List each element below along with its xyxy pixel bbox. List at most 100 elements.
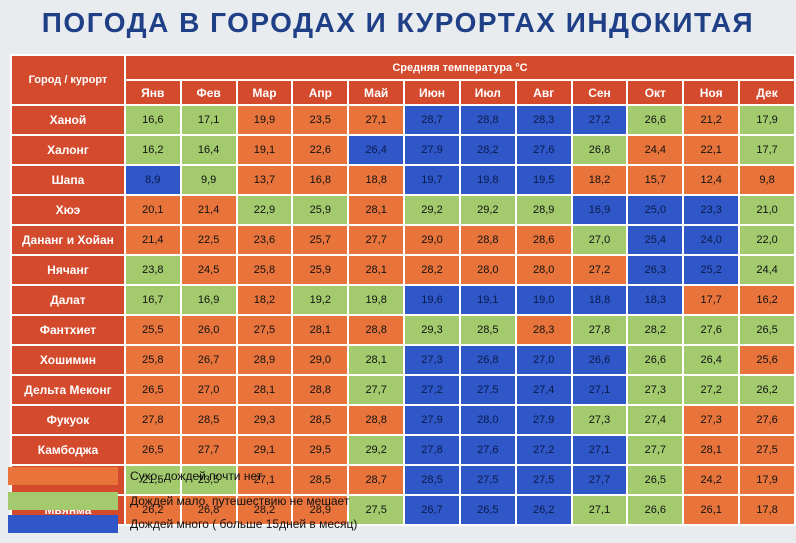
temperature-cell: 26,8 [572, 136, 627, 164]
temperature-cell: 27,5 [460, 466, 515, 494]
temperature-cell: 16,2 [125, 136, 180, 164]
temperature-cell: 12,4 [684, 166, 739, 194]
temperature-cell: 28,5 [405, 466, 459, 494]
city-name: Дельта Меконг [12, 376, 124, 404]
temperature-cell: 23,5 [181, 466, 236, 494]
city-name: Фантхиет [12, 316, 124, 344]
temperature-cell: 27,7 [349, 376, 404, 404]
temperature-cell: 28,2 [405, 256, 459, 284]
temperature-cell: 28,1 [349, 196, 404, 224]
table-row: Халонг 16,2 16,4 19,1 22,6 26,4 27,9 28,2 27,6 26… [12, 136, 794, 164]
temperature-cell: 19,1 [237, 136, 292, 164]
temperature-cell: 26,5 [740, 316, 794, 344]
temperature-cell: 26,2 [516, 496, 571, 524]
temperature-cell: 27,9 [405, 136, 459, 164]
temperature-cell: 27,7 [572, 466, 627, 494]
month-header: Май [349, 81, 404, 104]
temperature-cell: 26,0 [181, 316, 236, 344]
temperature-cell: 27,4 [628, 406, 683, 434]
temperature-cell: 19,2 [293, 286, 348, 314]
header-temperature: Средняя температура °С [125, 56, 794, 79]
temperature-cell: 19,6 [405, 286, 459, 314]
temperature-cell: 15,7 [628, 166, 683, 194]
temperature-cell: 22,0 [740, 226, 794, 254]
temperature-cell: 26,5 [125, 436, 180, 464]
temperature-cell: 29,3 [405, 316, 459, 344]
temperature-cell: 27,3 [405, 346, 459, 374]
month-header: Ноя [684, 81, 739, 104]
temperature-cell: 19,7 [405, 166, 459, 194]
temperature-cell: 26,1 [684, 496, 739, 524]
month-header: Фев [181, 81, 236, 104]
temperature-cell: 16,2 [740, 286, 794, 314]
temperature-cell: 28,8 [460, 226, 515, 254]
temperature-cell: 27,8 [405, 436, 459, 464]
temperature-cell: 26,5 [628, 466, 683, 494]
temperature-cell: 28,7 [349, 466, 404, 494]
temperature-cell: 27,1 [237, 466, 292, 494]
temperature-cell: 9,8 [740, 166, 794, 194]
temperature-cell: 25,9 [293, 256, 348, 284]
temperature-cell: 23,8 [125, 256, 180, 284]
month-header: Сен [572, 81, 627, 104]
temperature-cell: 25,6 [740, 346, 794, 374]
temperature-cell: 18,3 [628, 286, 683, 314]
temperature-cell: 27,5 [237, 316, 292, 344]
temperature-cell: 25,8 [125, 346, 180, 374]
temperature-cell: 13,7 [237, 166, 292, 194]
temperature-cell: 24,4 [740, 256, 794, 284]
temperature-cell: 29,1 [237, 436, 292, 464]
temperature-cell: 26,4 [684, 346, 739, 374]
legend-label: Дождей мало, путешествию не мешает [130, 494, 350, 508]
temperature-cell: 21,2 [684, 106, 739, 134]
city-name: Нячанг [12, 256, 124, 284]
temperature-cell: 28,1 [684, 436, 739, 464]
temperature-cell: 28,5 [181, 406, 236, 434]
temperature-cell: 27,4 [516, 376, 571, 404]
temperature-cell: 25,4 [628, 226, 683, 254]
temperature-cell: 27,6 [460, 436, 515, 464]
temperature-cell: 27,2 [572, 256, 627, 284]
temperature-cell: 28,1 [349, 256, 404, 284]
temperature-cell: 16,7 [125, 286, 180, 314]
legend-item-dry: Сухо, дождей почти нет [8, 467, 608, 487]
city-name: Дананг и Хойан [12, 226, 124, 254]
temperature-cell: 27,5 [460, 376, 515, 404]
table-row: Фантхиет 25,5 26,0 27,5 28,1 28,8 29,3 28,5 28,3… [12, 316, 794, 344]
temperature-cell: 18,8 [572, 286, 627, 314]
temperature-cell: 27,1 [572, 496, 627, 524]
temperature-cell: 28,2 [237, 496, 292, 524]
temperature-cell: 16,9 [572, 196, 627, 224]
temperature-cell: 19,9 [237, 106, 292, 134]
temperature-cell: 20,1 [125, 196, 180, 224]
temperature-cell: 24,2 [684, 466, 739, 494]
temperature-cell: 27,9 [516, 406, 571, 434]
temperature-cell: 28,8 [349, 316, 404, 344]
temperature-cell: 27,0 [572, 226, 627, 254]
temperature-cell: 26,5 [125, 376, 180, 404]
temperature-cell: 29,3 [237, 406, 292, 434]
temperature-cell: 27,7 [628, 436, 683, 464]
temperature-cell: 27,8 [125, 406, 180, 434]
temperature-cell: 28,0 [516, 256, 571, 284]
temperature-cell: 29,2 [405, 196, 459, 224]
temperature-cell: 17,9 [740, 106, 794, 134]
temperature-cell: 26,6 [628, 496, 683, 524]
temperature-cell: 26,4 [349, 136, 404, 164]
temperature-cell: 25,0 [628, 196, 683, 224]
temperature-cell: 29,0 [293, 346, 348, 374]
temperature-cell: 17,1 [181, 106, 236, 134]
temperature-cell: 28,1 [349, 346, 404, 374]
temperature-cell: 19,8 [460, 166, 515, 194]
temperature-cell: 18,8 [349, 166, 404, 194]
temperature-cell: 26,6 [628, 106, 683, 134]
temperature-cell: 27,2 [405, 376, 459, 404]
temperature-cell: 28,2 [628, 316, 683, 344]
temperature-cell: 16,8 [293, 166, 348, 194]
temperature-cell: 28,5 [460, 316, 515, 344]
temperature-cell: 28,0 [460, 256, 515, 284]
temperature-cell: 29,0 [405, 226, 459, 254]
city-name: Ханой [12, 106, 124, 134]
temperature-cell: 22,9 [237, 196, 292, 224]
temperature-cell: 24,4 [628, 136, 683, 164]
